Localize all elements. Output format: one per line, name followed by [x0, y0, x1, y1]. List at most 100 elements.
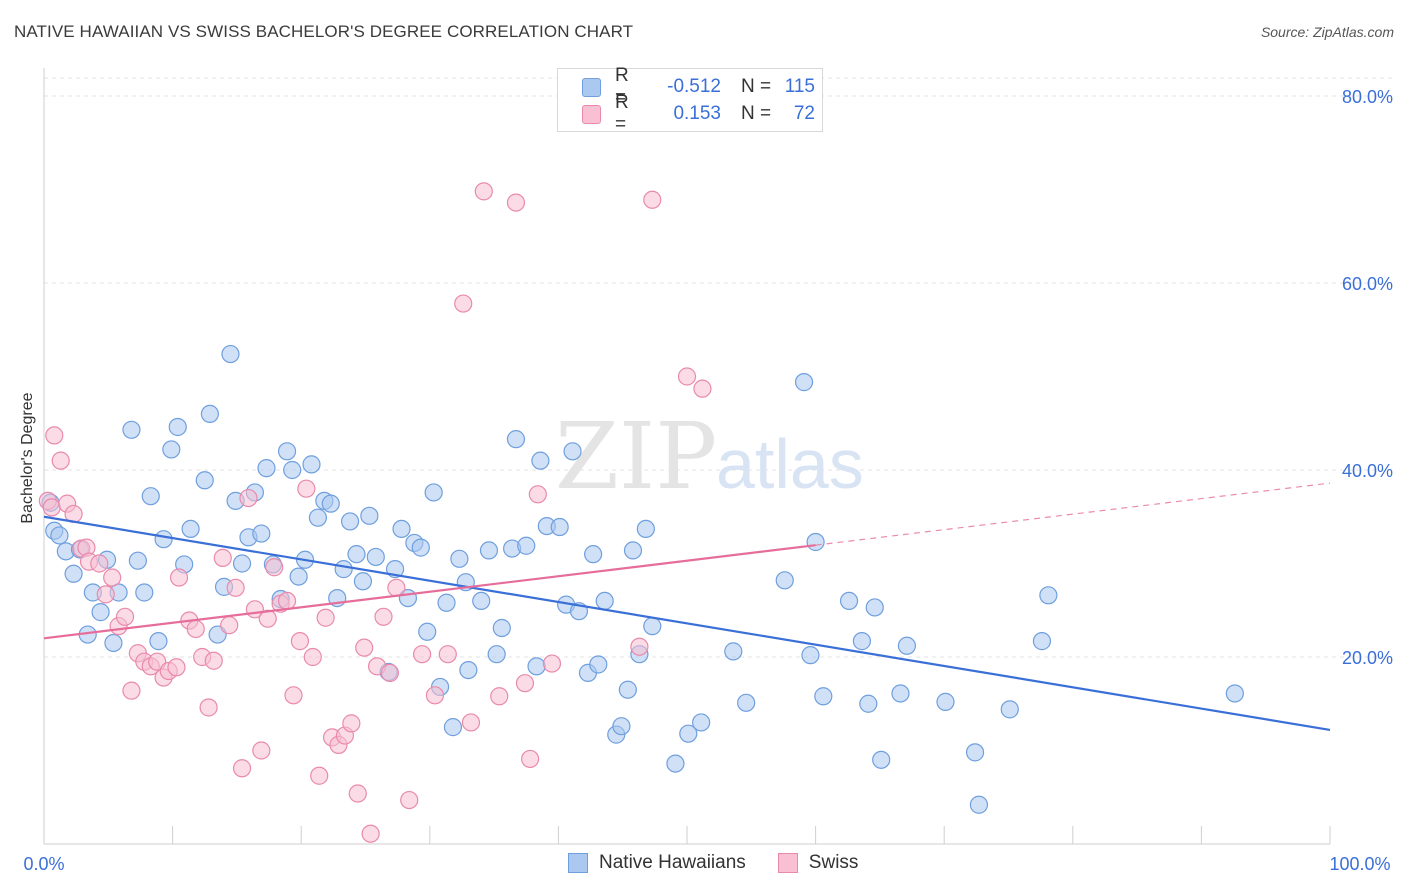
- watermark-atlas: atlas: [716, 425, 864, 503]
- y-tick-label: 60.0%: [1342, 274, 1393, 294]
- swiss-point: [45, 426, 64, 445]
- swiss-point: [461, 713, 481, 732]
- swiss-point: [380, 663, 400, 682]
- watermark-zip: ZIP: [555, 403, 717, 510]
- native-hawaiian-point: [418, 622, 437, 641]
- correlation-legend: R = -0.512 N = 115 R = 0.153 N = 72: [557, 65, 823, 135]
- native-hawaiian-point: [64, 564, 83, 583]
- native-hawaiian-point: [162, 440, 181, 459]
- native-hawaiian-point: [584, 545, 603, 564]
- swiss-point: [167, 658, 186, 677]
- native-hawaiian-point: [492, 618, 511, 638]
- native-hawaiian-point: [692, 713, 711, 732]
- native-hawaiian-point: [411, 538, 430, 557]
- native-hawaiian-point: [623, 541, 643, 560]
- native-hawaiian-point: [302, 455, 321, 474]
- swiss-point: [412, 645, 432, 664]
- swiss-point: [355, 638, 374, 657]
- native-hawaiian-point: [724, 642, 743, 661]
- native-hawaiian-point: [794, 373, 814, 392]
- native-hawaiian-point: [775, 571, 794, 590]
- native-hawaiian-point: [221, 344, 240, 364]
- native-hawaiian-point: [679, 724, 698, 743]
- legend-row-native-hawaiians: R = -0.512 N = 115: [582, 65, 815, 108]
- swiss-point: [361, 824, 380, 843]
- swiss-point: [232, 759, 252, 778]
- series-legend-native-hawaiians[interactable]: Native Hawaiians: [568, 852, 746, 874]
- native-hawaiian-point: [487, 645, 506, 664]
- native-hawaiian-point: [1225, 684, 1244, 703]
- swiss-point: [51, 451, 70, 470]
- swiss-point: [400, 790, 419, 810]
- native-hawaiian-point: [643, 617, 662, 636]
- swiss-point: [316, 608, 335, 627]
- native-hawaiian-point: [50, 526, 69, 545]
- series-legend-swiss[interactable]: Swiss: [777, 852, 858, 874]
- y-tick-label: 20.0%: [1342, 648, 1393, 668]
- x-tick-label: 100.0%: [1329, 854, 1390, 874]
- swiss-point: [693, 379, 712, 398]
- native-hawaiian-point: [168, 417, 187, 437]
- native-hawaiian-point: [135, 583, 154, 602]
- swiss-point: [186, 619, 205, 639]
- swiss-point: [425, 686, 445, 705]
- native-hawaiian-point: [517, 536, 536, 555]
- swiss-point: [239, 488, 258, 508]
- swiss-point: [310, 766, 329, 785]
- native-hawaiian-point: [181, 519, 200, 539]
- native-hawaiian-point: [737, 693, 756, 712]
- swiss-point: [297, 479, 316, 498]
- swiss-point: [42, 498, 61, 517]
- native-hawaiian-point: [897, 636, 917, 655]
- swiss-point: [515, 674, 535, 693]
- swiss-point: [213, 548, 232, 567]
- swiss-point: [204, 651, 223, 670]
- series-swatch-blue: [568, 853, 588, 873]
- native-hawaiian-point: [969, 795, 989, 814]
- native-hawaiian-point: [527, 657, 546, 676]
- legend-r-value: -0.512: [667, 76, 721, 97]
- native-hawaiian-point: [366, 547, 385, 567]
- native-hawaiian-point: [450, 549, 469, 568]
- swiss-point: [630, 637, 649, 656]
- native-hawaiian-point: [459, 660, 478, 680]
- swiss-point: [220, 616, 239, 635]
- native-hawaiian-point: [149, 632, 168, 651]
- swiss-point: [290, 632, 310, 651]
- native-hawaiian-point: [595, 591, 614, 611]
- trend-line: [43, 515, 1331, 732]
- native-hawaiian-point: [589, 655, 608, 674]
- native-hawaiian-point: [128, 551, 147, 570]
- native-hawaiian-point: [506, 430, 526, 449]
- swiss-point: [115, 607, 135, 626]
- legend-r-value: 0.153: [673, 103, 721, 124]
- swiss-point: [277, 591, 297, 611]
- native-hawaiian-point: [232, 554, 252, 573]
- native-hawaiian-point: [424, 483, 443, 502]
- legend-r-label: R =: [615, 92, 629, 135]
- native-hawaiian-point: [289, 567, 308, 586]
- native-hawaiian-point: [308, 508, 328, 527]
- swiss-point: [490, 687, 509, 706]
- native-hawaiian-point: [839, 591, 859, 611]
- native-hawaiian-point: [91, 603, 110, 622]
- native-hawaiian-point: [277, 442, 297, 461]
- native-hawaiian-point: [801, 646, 820, 665]
- native-hawaiian-point: [321, 494, 340, 513]
- swiss-point: [284, 686, 303, 705]
- y-axis-label: Bachelor's Degree: [19, 392, 36, 524]
- swiss-point: [438, 645, 457, 664]
- native-hawaiian-point: [531, 451, 550, 470]
- swiss-point: [303, 647, 322, 667]
- native-hawaiian-point: [141, 487, 160, 506]
- swiss-point: [103, 568, 122, 587]
- native-hawaiian-point: [891, 684, 910, 703]
- native-hawaiian-point: [936, 692, 955, 711]
- swiss-point: [258, 609, 277, 628]
- native-hawaiian-point: [195, 471, 214, 490]
- native-hawaiian-point: [618, 680, 637, 699]
- trend-line: [43, 544, 816, 640]
- native-hawaiian-point: [852, 632, 871, 651]
- series-swatch-pink: [777, 853, 798, 873]
- native-hawaiian-point: [612, 717, 631, 736]
